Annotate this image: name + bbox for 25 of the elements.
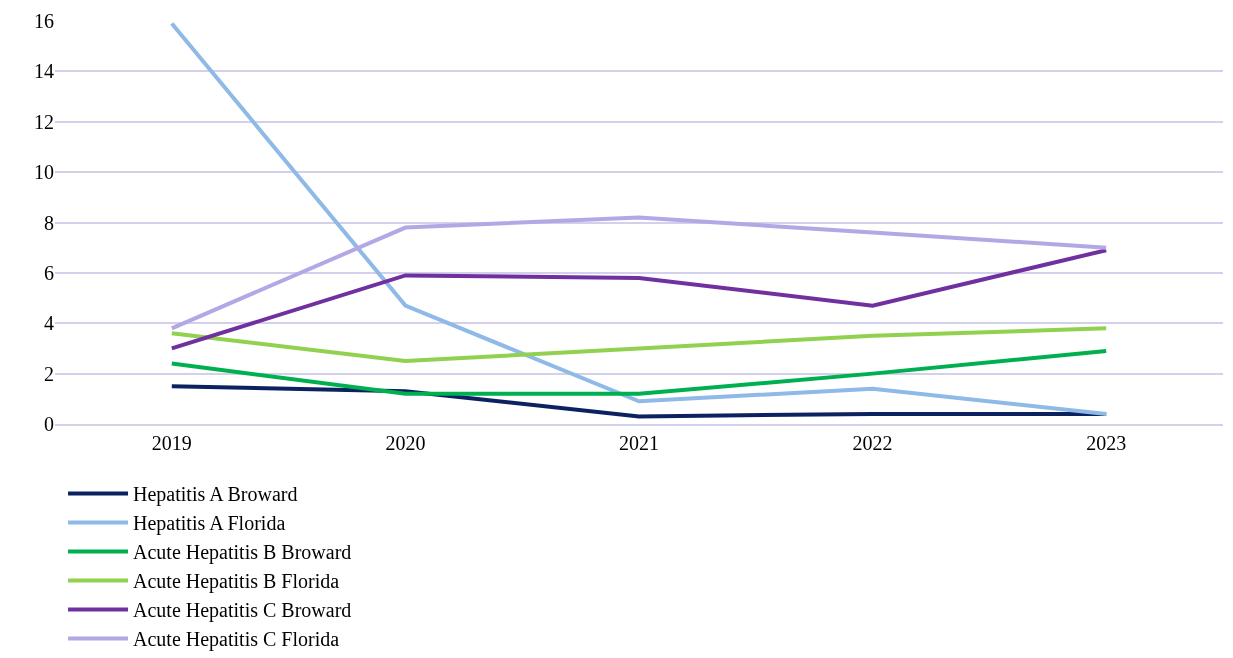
line-series: [169, 21, 1109, 416]
legend-label: Acute Hepatitis B Florida: [133, 570, 340, 594]
y-tick-label: 2: [44, 362, 54, 385]
legend-label: Acute Hepatitis B Broward: [133, 541, 352, 565]
x-tick-label: 2023: [1086, 431, 1127, 454]
y-tick-label: 12: [34, 110, 54, 133]
x-tick-label: 2022: [852, 431, 893, 454]
line-series: [169, 326, 1109, 364]
legend-label: Acute Hepatitis C Broward: [133, 599, 352, 623]
y-tick-label: 8: [44, 211, 54, 234]
y-tick-label: 6: [44, 261, 54, 284]
legend-label: Hepatitis A Florida: [133, 512, 286, 536]
y-tick-label: 16: [34, 10, 54, 32]
y-tick-label: 0: [44, 413, 54, 435]
legend-label: Hepatitis A Broward: [133, 483, 298, 507]
line-series: [169, 248, 1109, 351]
x-tick-label: 2020: [385, 431, 426, 454]
x-tick-label: 2021: [619, 431, 659, 454]
y-tick-label: 10: [34, 161, 54, 184]
line-series: [169, 215, 1109, 331]
x-tick-label: 2019: [151, 431, 192, 454]
y-tick-label: 14: [34, 60, 54, 83]
legend-label: Acute Hepatitis C Florida: [133, 628, 340, 652]
y-tick-label: 4: [44, 312, 54, 335]
line-series: [169, 348, 1109, 396]
